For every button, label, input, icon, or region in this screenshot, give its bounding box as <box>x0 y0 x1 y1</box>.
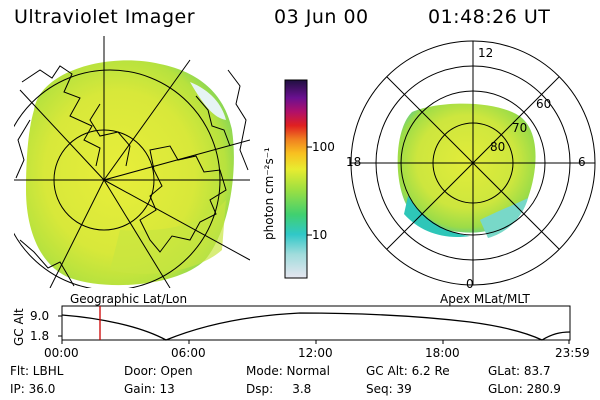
mlat-label-60: 60 <box>536 97 552 111</box>
mlt-label-18: 18 <box>346 155 362 169</box>
info-seq: Seq: 39 <box>366 382 412 396</box>
altitude-curve <box>61 312 571 341</box>
coastline <box>15 65 101 287</box>
aurora-patch <box>190 82 226 120</box>
altitude-xtick-label: 23:59 <box>555 346 590 360</box>
info-dsp: Dsp: 3.8 <box>246 382 312 396</box>
altitude-xticks <box>61 340 570 344</box>
aurora-patch <box>480 198 528 238</box>
info-door: Door: Open <box>124 364 193 378</box>
mlt-label-0: 0 <box>466 277 474 291</box>
instrument-title: Ultraviolet Imager <box>14 6 196 28</box>
aurora-oval-image <box>397 103 536 233</box>
coastline <box>227 69 249 171</box>
aurora-patch <box>404 196 470 238</box>
info-mode: Mode: Normal <box>246 364 330 378</box>
info-glon: GLon: 280.9 <box>488 382 561 396</box>
colorbar-tick-label: 100 <box>312 140 335 154</box>
info-filter: Flt: LBHL <box>10 364 64 378</box>
colorbar-tick-label: 10 <box>312 228 328 242</box>
colorbar-unit-label: photon cm⁻²s⁻¹ <box>262 147 276 240</box>
mlt-spokes <box>351 41 595 285</box>
altitude-xtick-label: 18:00 <box>425 346 460 360</box>
mlt-label-12: 12 <box>478 46 494 60</box>
geographic-panel-label: Geographic Lat/Lon <box>70 292 188 306</box>
info-gain: Gain: 13 <box>124 382 175 396</box>
apex-panel-label: Apex MLat/MLT <box>440 292 530 306</box>
longitude-lines <box>14 36 250 288</box>
altitude-xtick-label: 00:00 <box>44 346 79 360</box>
altitude-ytick: 9.0 <box>30 309 50 323</box>
altitude-xtick-label: 12:00 <box>298 346 333 360</box>
info-ip: IP: 36.0 <box>10 382 56 396</box>
altitude-plot-frame <box>61 305 571 341</box>
aurora-patch <box>110 200 226 274</box>
colorbar <box>284 79 308 279</box>
altitude-xtick-label: 06:00 <box>171 346 206 360</box>
mlat-label-80: 80 <box>490 140 506 154</box>
altitude-ylabel: GC Alt <box>12 308 26 346</box>
time-label: 01:48:26 UT <box>428 6 551 28</box>
date-label: 03 Jun 00 <box>274 6 369 28</box>
mlat-label-70: 70 <box>512 121 528 135</box>
geographic-map <box>14 36 250 288</box>
polar-plot <box>350 40 596 286</box>
altitude-plot <box>58 305 571 344</box>
altitude-ytick: 1.8 <box>30 329 50 343</box>
info-glat: GLat: 83.7 <box>488 364 551 378</box>
info-gc-alt: GC Alt: 6.2 Re <box>366 364 450 378</box>
mlt-label-6: 6 <box>578 155 586 169</box>
